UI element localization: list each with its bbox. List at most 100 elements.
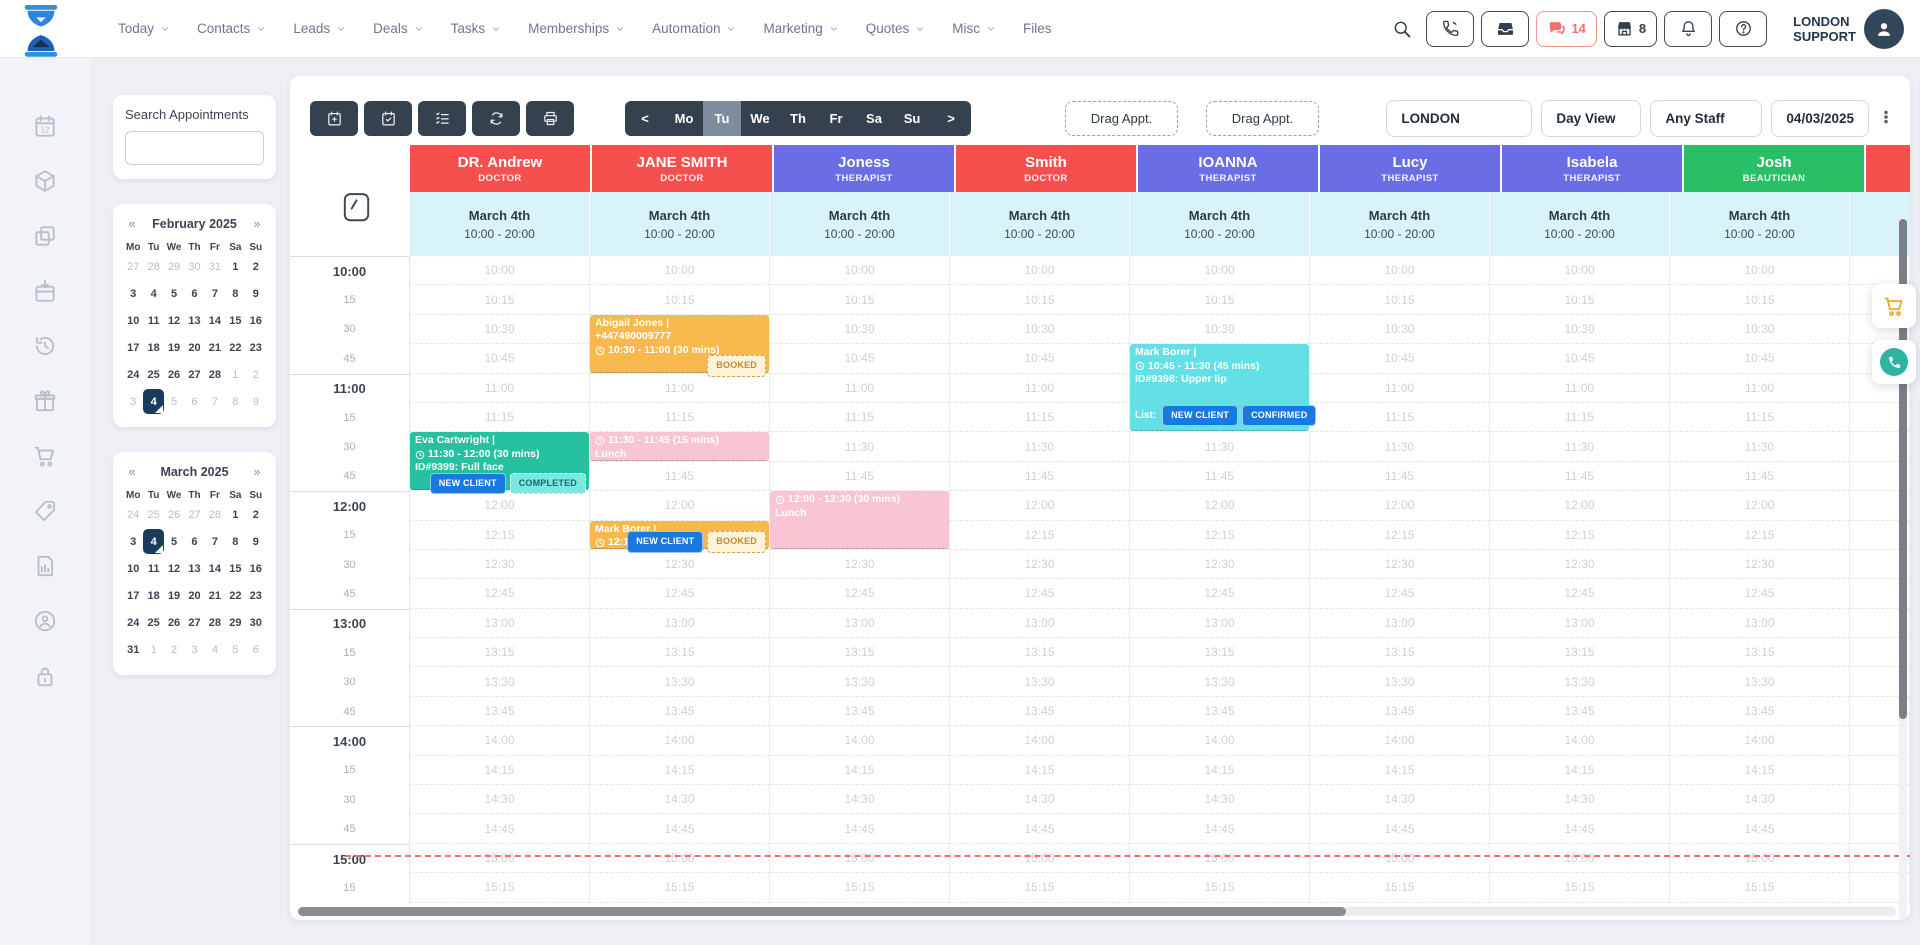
- time-slot[interactable]: 13:45: [770, 696, 950, 727]
- time-slot[interactable]: 11:00: [1490, 373, 1670, 403]
- time-slot[interactable]: 12:30: [410, 549, 590, 580]
- time-slot[interactable]: 15:00: [1130, 843, 1310, 874]
- date-cell[interactable]: 3: [184, 636, 204, 663]
- time-slot[interactable]: 14:15: [1130, 755, 1310, 786]
- time-slot[interactable]: 12:30: [1310, 549, 1490, 580]
- time-slot[interactable]: 10:00: [1670, 256, 1850, 286]
- time-slot[interactable]: 15:15: [1130, 873, 1310, 903]
- staff-header-dr-andrew[interactable]: DR. Andrew DOCTOR: [410, 145, 590, 192]
- time-slot[interactable]: 10:30: [1130, 314, 1310, 345]
- date-cell[interactable]: 11: [143, 555, 163, 582]
- time-slot[interactable]: 15:15: [1490, 873, 1670, 903]
- time-slot[interactable]: 15:00: [590, 843, 770, 874]
- time-slot[interactable]: 13:15: [770, 638, 950, 668]
- sidebar-item-cart[interactable]: [32, 443, 58, 469]
- nav-item-tasks[interactable]: Tasks: [451, 21, 502, 36]
- time-slot[interactable]: 12:30: [950, 549, 1130, 580]
- prev-day-button[interactable]: <: [641, 111, 649, 126]
- time-slot[interactable]: 12:30: [1130, 549, 1310, 580]
- time-slot[interactable]: [1850, 402, 1910, 433]
- nav-item-automation[interactable]: Automation: [652, 21, 736, 36]
- time-slot[interactable]: 10:45: [1490, 344, 1670, 374]
- date-cell[interactable]: 4: [205, 636, 225, 663]
- time-slot[interactable]: 11:45: [1490, 461, 1670, 492]
- time-slot[interactable]: 15:00: [1670, 843, 1850, 874]
- date-cell[interactable]: 10: [123, 555, 143, 582]
- time-slot[interactable]: 12:45: [1310, 579, 1490, 609]
- time-slot[interactable]: 12:45: [1670, 579, 1850, 609]
- date-cell[interactable]: 17: [123, 334, 143, 361]
- search-appointments-input[interactable]: [125, 131, 264, 165]
- nav-item-memberships[interactable]: Memberships: [528, 21, 625, 36]
- time-slot[interactable]: [1850, 432, 1910, 462]
- time-slot[interactable]: 12:45: [770, 579, 950, 609]
- appointment-mark-borer-12-15[interactable]: Mark Borer | 12:15 - NEW CLIENT BOOKED: [590, 520, 769, 553]
- time-slot[interactable]: 14:45: [1130, 814, 1310, 844]
- time-slot[interactable]: 11:00: [1670, 373, 1850, 403]
- date-cell[interactable]: 7: [205, 280, 225, 307]
- time-slot[interactable]: 10:15: [410, 285, 590, 315]
- date-cell[interactable]: 8: [225, 280, 245, 307]
- nav-item-leads[interactable]: Leads: [293, 21, 346, 36]
- sidebar-item-calendar-import[interactable]: [32, 278, 58, 304]
- time-slot[interactable]: 15:00: [770, 843, 950, 874]
- date-cell[interactable]: 6: [184, 528, 204, 555]
- weekday-button-sa[interactable]: Sa: [866, 111, 882, 126]
- time-slot[interactable]: 13:00: [1670, 608, 1850, 639]
- time-slot[interactable]: 15:15: [1310, 873, 1490, 903]
- select-day-view[interactable]: Day View: [1541, 100, 1642, 137]
- time-slot[interactable]: 10:30: [1310, 314, 1490, 345]
- staff-header-josh[interactable]: Josh BEAUTICIAN: [1684, 145, 1864, 192]
- time-slot[interactable]: 13:00: [590, 608, 770, 639]
- time-slot[interactable]: [1850, 579, 1910, 609]
- time-slot[interactable]: 12:15: [1130, 520, 1310, 550]
- date-cell[interactable]: 14: [205, 307, 225, 334]
- date-cell[interactable]: 16: [246, 307, 266, 334]
- time-slot[interactable]: 13:30: [410, 667, 590, 697]
- date-cell[interactable]: 11: [143, 307, 163, 334]
- time-slot[interactable]: 14:30: [1310, 785, 1490, 815]
- time-slot[interactable]: 14:15: [1310, 755, 1490, 786]
- time-slot[interactable]: 11:30: [1670, 432, 1850, 462]
- time-slot[interactable]: 11:15: [770, 402, 950, 433]
- time-slot[interactable]: 13:15: [1310, 638, 1490, 668]
- time-slot[interactable]: 10:15: [1490, 285, 1670, 315]
- weekday-button-we[interactable]: We: [750, 111, 770, 126]
- date-cell[interactable]: 1: [225, 501, 245, 528]
- date-cell[interactable]: 27: [184, 609, 204, 636]
- time-slot[interactable]: 12:30: [1490, 549, 1670, 580]
- time-slot[interactable]: 14:15: [1670, 755, 1850, 786]
- drag-appointment-button-1[interactable]: Drag Appt.: [1065, 101, 1178, 136]
- date-cell[interactable]: 25: [143, 501, 163, 528]
- time-slot[interactable]: 14:00: [1130, 726, 1310, 756]
- date-cell[interactable]: 8: [225, 528, 245, 555]
- time-slot[interactable]: 13:00: [1310, 608, 1490, 639]
- time-slot[interactable]: 15:00: [1310, 843, 1490, 874]
- time-slot[interactable]: 13:30: [1670, 667, 1850, 697]
- time-slot[interactable]: 11:00: [590, 373, 770, 403]
- time-slot[interactable]: 12:45: [1130, 579, 1310, 609]
- print-button[interactable]: [526, 101, 574, 136]
- date-cell[interactable]: 26: [164, 361, 184, 388]
- nav-item-misc[interactable]: Misc: [952, 21, 996, 36]
- date-cell[interactable]: 2: [246, 253, 266, 280]
- time-slot[interactable]: 13:45: [1130, 696, 1310, 727]
- time-slot[interactable]: 14:00: [770, 726, 950, 756]
- time-slot[interactable]: 10:45: [1310, 344, 1490, 374]
- date-cell[interactable]: 28: [143, 253, 163, 280]
- time-slot[interactable]: 13:45: [1490, 696, 1670, 727]
- date-cell[interactable]: 1: [225, 253, 245, 280]
- date-cell[interactable]: 8: [225, 388, 245, 415]
- sidebar-item-report[interactable]: [32, 553, 58, 579]
- time-slot[interactable]: 11:30: [1490, 432, 1670, 462]
- weekday-button-th[interactable]: Th: [790, 111, 806, 126]
- time-slot[interactable]: 12:00: [1130, 491, 1310, 521]
- staff-header-joness[interactable]: Joness THERAPIST: [774, 145, 954, 192]
- time-slot[interactable]: 11:15: [1670, 402, 1850, 433]
- time-slot[interactable]: 10:30: [770, 314, 950, 345]
- next-month-button[interactable]: »: [253, 464, 261, 479]
- date-cell[interactable]: 27: [184, 361, 204, 388]
- time-slot[interactable]: 15:15: [410, 873, 590, 903]
- appointment-abigail-jones-10-30-11-00-30-mins[interactable]: Abigail Jones | +447490009777 10:30 - 11:0…: [590, 314, 769, 377]
- time-slot[interactable]: 11:00: [770, 373, 950, 403]
